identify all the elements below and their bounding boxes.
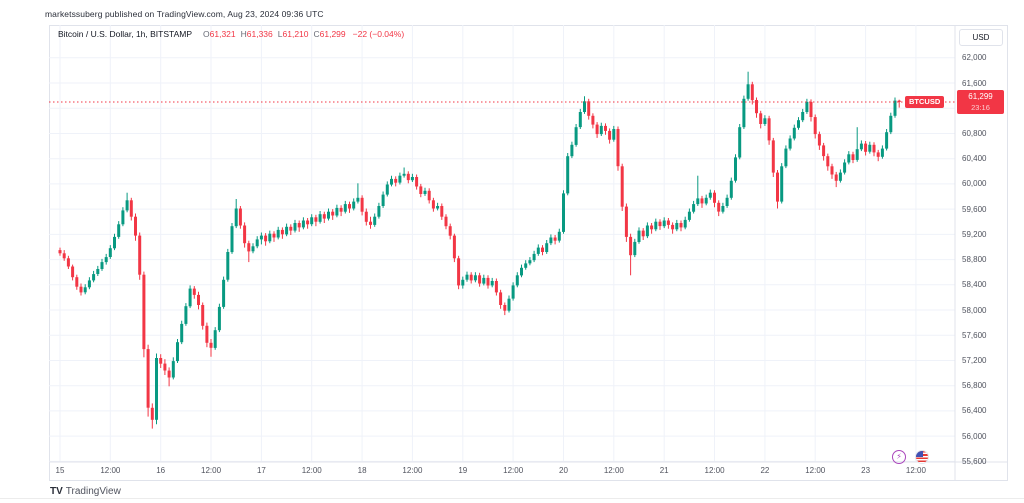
time-tick-label: 20 (559, 466, 568, 475)
symbol-title: Bitcoin / U.S. Dollar, 1h, BITSTAMP (58, 29, 192, 39)
price-tick-label: 62,000 (962, 53, 987, 63)
time-tick-label: 21 (659, 466, 669, 475)
last-price-axis-badge: 61,299 23:16 (957, 89, 1004, 114)
time-tick-label: 12:00 (503, 466, 524, 475)
ohlc-key: H (240, 29, 247, 39)
tv-logo-mark: TV (50, 486, 63, 497)
last-price-symbol-badge: BTCUSD (905, 95, 945, 108)
time-tick-label: 12:00 (704, 466, 725, 475)
price-tick-label: 58,800 (962, 255, 987, 265)
price-tick-label: 60,800 (962, 128, 987, 138)
change-value: −22 (−0.04%) (352, 29, 405, 39)
time-tick-label: 12:00 (301, 466, 322, 475)
time-tick-label: 18 (357, 466, 367, 475)
price-tick-label: 60,400 (962, 154, 987, 164)
ohlc-key: O (203, 29, 210, 39)
time-tick-label: 12:00 (603, 466, 624, 475)
bar-countdown: 23:16 (971, 102, 990, 112)
currency-toggle[interactable]: USD (959, 29, 1003, 46)
time-tick-label: 16 (156, 466, 166, 475)
price-tick-label: 57,200 (962, 355, 987, 365)
time-tick-label: 22 (760, 466, 770, 475)
time-tick-label: 23 (861, 466, 871, 475)
ohlc-value: 61,321 (209, 29, 236, 39)
ohlc-value: 61,210 (282, 29, 309, 39)
last-price-value: 61,299 (968, 91, 993, 101)
price-tick-label: 56,400 (962, 406, 987, 416)
us-flag-icon[interactable] (915, 450, 929, 464)
tradingview-logo[interactable]: TV TradingView (50, 486, 121, 497)
price-tick-label: 57,600 (962, 330, 987, 340)
ohlc-values: O61,321 H61,336 L61,210 C61,299 (198, 29, 346, 39)
time-tick-label: 19 (458, 466, 468, 475)
price-tick-label: 58,400 (962, 280, 987, 290)
time-tick-label: 12:00 (402, 466, 423, 475)
lightning-icon[interactable]: ⚡ (892, 450, 906, 464)
price-tick-label: 56,000 (962, 431, 987, 441)
time-tick-label: 12:00 (905, 466, 926, 475)
ohlc-key: L (277, 29, 283, 39)
price-tick-label: 56,800 (962, 381, 987, 391)
time-tick-label: 12:00 (201, 466, 222, 475)
ohlc-value: 61,299 (319, 29, 346, 39)
price-tick-label: 60,000 (962, 179, 987, 189)
attribution-text: marketssuberg published on TradingView.c… (45, 9, 324, 19)
chart-legend[interactable]: Bitcoin / U.S. Dollar, 1h, BITSTAMP O61,3… (58, 29, 404, 39)
time-tick-label: 17 (256, 466, 266, 475)
ohlc-value: 61,336 (246, 29, 273, 39)
time-tick-label: 15 (55, 466, 65, 475)
tv-logo-text: TradingView (65, 486, 121, 497)
time-tick-label: 12:00 (100, 466, 121, 475)
ohlc-key: C (313, 29, 320, 39)
price-tick-label: 61,600 (962, 78, 987, 88)
price-tick-label: 58,000 (962, 305, 987, 315)
price-tick-label: 59,600 (962, 204, 987, 214)
chart-card[interactable] (49, 25, 1008, 481)
time-tick-label: 12:00 (805, 466, 826, 475)
price-tick-label: 55,600 (962, 456, 987, 466)
flag-canton (916, 451, 923, 457)
page-divider (0, 498, 1024, 499)
price-tick-label: 59,200 (962, 229, 987, 239)
